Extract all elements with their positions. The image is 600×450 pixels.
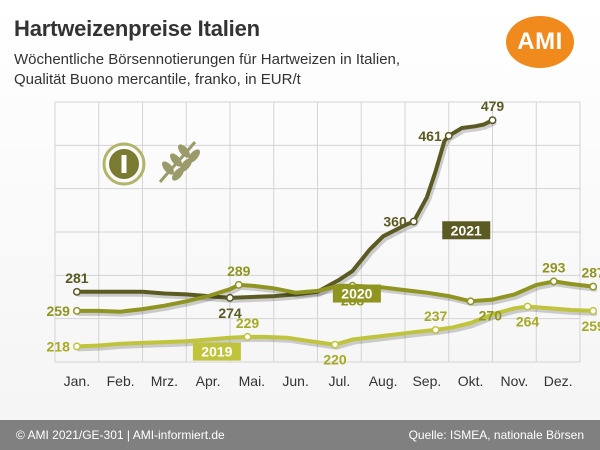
italy-i-icon — [102, 142, 146, 186]
data-point — [444, 131, 453, 140]
italy-i-icon-ring — [102, 142, 146, 186]
data-point — [243, 332, 252, 341]
chart-title: Hartweizenpreise Italien — [14, 16, 260, 41]
footer-bar: © AMI 2021/GE-301 | AMI-informiert.de Qu… — [0, 420, 600, 450]
wheat-grain — [188, 149, 200, 163]
subtitle-line-1: Wöchentliche Börsennotierungen für Hartw… — [14, 51, 401, 68]
wheat-ear-icon — [158, 141, 200, 183]
x-tick-label: Mrz. — [151, 373, 178, 389]
series-tag-box-2021 — [442, 221, 491, 240]
series-tag-box-2020 — [332, 284, 381, 303]
x-axis: Jan. Feb. Mrz. Apr. Mai. Jun. Jul. Aug. Sep. Okt.… — [64, 373, 573, 389]
data-point — [72, 306, 81, 315]
x-tick-label: Apr. — [196, 373, 221, 389]
data-label: 237 — [424, 308, 448, 324]
subtitle-line-2: Qualität Buono mercantile, franko, in EU… — [14, 71, 301, 88]
data-label: 218 — [47, 338, 71, 354]
data-point — [589, 306, 598, 315]
data-point — [234, 280, 243, 289]
x-tick-label: Feb. — [107, 373, 135, 389]
data-point — [72, 287, 81, 296]
data-point — [72, 342, 81, 351]
data-point — [466, 297, 475, 306]
wheat-grain — [170, 153, 182, 167]
x-tick-label: Jan. — [64, 373, 90, 389]
data-label: 293 — [542, 259, 566, 275]
footer-source: Quelle: ISMEA, nationale Börsen — [408, 428, 584, 442]
data-label: 264 — [516, 314, 540, 330]
series-tag-label: 2019 — [201, 344, 232, 360]
data-label: 289 — [227, 263, 251, 279]
data-label: 287 — [581, 265, 600, 281]
series-shadow-2021 — [76, 121, 497, 303]
ami-logo: AMI — [506, 16, 574, 68]
x-tick-label: Jun. — [282, 373, 308, 389]
data-label: 281 — [65, 270, 89, 286]
data-point — [409, 217, 418, 226]
data-label: 220 — [323, 352, 347, 368]
x-tick-label: Nov. — [501, 373, 529, 389]
x-tick-label: Okt. — [458, 373, 484, 389]
data-point — [431, 325, 440, 334]
data-point — [488, 116, 497, 125]
data-label: 270 — [479, 307, 503, 323]
data-label: 259 — [581, 318, 600, 334]
footer-copyright: © AMI 2021/GE-301 | AMI-informiert.de — [16, 428, 225, 442]
x-tick-label: Dez. — [544, 373, 573, 389]
wheat-grain — [162, 161, 174, 175]
series-tag-label: 2020 — [341, 286, 372, 302]
chart-subtitle: Wöchentliche Börsennotierungen für Hartw… — [14, 50, 400, 90]
data-label: 360 — [383, 214, 407, 230]
data-point — [549, 277, 558, 286]
series-line-2021 — [74, 118, 495, 300]
data-label: 461 — [418, 128, 442, 144]
data-point — [523, 302, 532, 311]
wheat-grain — [178, 144, 190, 158]
data-label: 229 — [236, 315, 260, 331]
data-point — [331, 340, 339, 349]
x-tick-label: Aug. — [369, 373, 398, 389]
data-point — [589, 282, 598, 291]
label-layer: 2812743604614792592892882702932872182292… — [47, 98, 600, 367]
data-label: 479 — [481, 98, 505, 114]
x-tick-label: Sep. — [412, 373, 441, 389]
series-tag-label: 2021 — [451, 222, 482, 238]
italy-i-icon-letter — [121, 155, 127, 173]
data-label: 259 — [47, 303, 71, 319]
x-tick-label: Jul. — [328, 373, 350, 389]
series-tag-box-2019 — [192, 342, 241, 361]
data-point — [226, 293, 234, 302]
data-label: 274 — [218, 305, 242, 321]
line-chart: 2812743604614792592892882702932872182292… — [47, 98, 600, 389]
x-tick-label: Mai. — [239, 373, 265, 389]
